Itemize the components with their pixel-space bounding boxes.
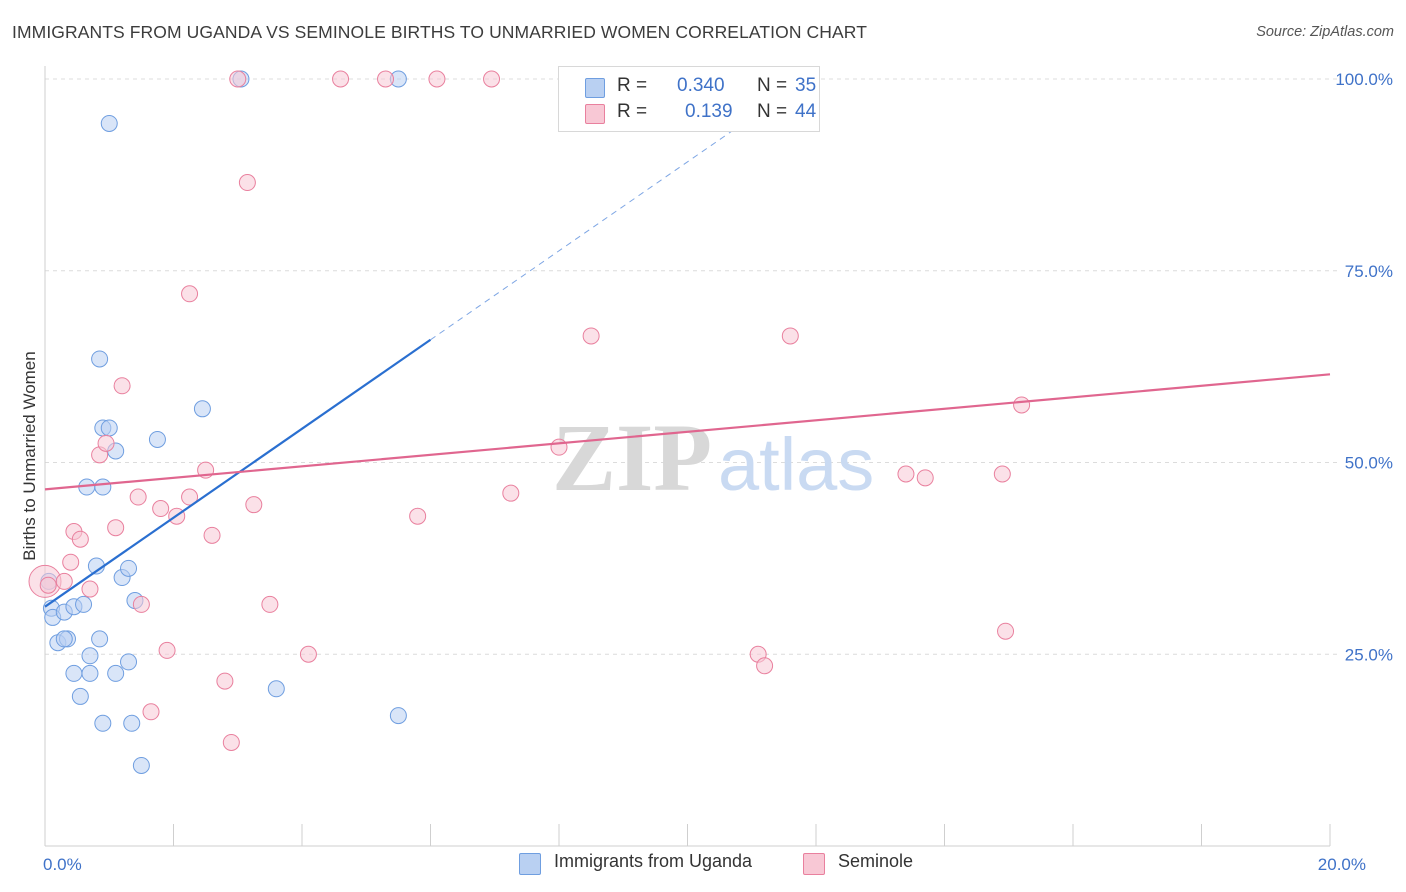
uganda-trend-extension bbox=[430, 85, 798, 341]
x-tick-label: 0.0% bbox=[43, 855, 82, 874]
seminole-point bbox=[97, 434, 115, 452]
legend-n-label: N = bbox=[757, 101, 788, 122]
seminole-point bbox=[71, 530, 89, 548]
uganda-point bbox=[81, 664, 99, 682]
correlation-legend: R = 0.340 N = 35 R = 0.139 N = 44 bbox=[558, 66, 820, 132]
seminole-point bbox=[582, 327, 600, 345]
bottom-legend-label-seminole: Seminole bbox=[838, 851, 914, 871]
uganda-point bbox=[389, 707, 407, 725]
uganda-point bbox=[193, 400, 211, 418]
seminole-point bbox=[550, 438, 568, 456]
uganda-point bbox=[91, 630, 109, 648]
seminole-point bbox=[299, 645, 317, 663]
seminole-point bbox=[129, 488, 147, 506]
legend-n-value: 44 bbox=[795, 101, 817, 122]
seminole-point bbox=[428, 70, 446, 88]
legend-r-label: R = bbox=[617, 101, 648, 122]
seminole-point bbox=[203, 526, 221, 544]
seminole-point bbox=[81, 580, 99, 598]
uganda-point bbox=[100, 419, 118, 437]
uganda-point bbox=[120, 653, 138, 671]
axes bbox=[44, 66, 1331, 847]
x-tick-label: 20.0% bbox=[1318, 855, 1366, 874]
legend-swatch-seminole bbox=[585, 104, 605, 124]
uganda-point bbox=[94, 478, 112, 496]
uganda-point bbox=[71, 687, 89, 705]
y-tick-label: 75.0% bbox=[1345, 262, 1393, 281]
seminole-trend-line bbox=[44, 373, 1331, 491]
seminole-point bbox=[997, 622, 1015, 640]
tick-labels: 25.0% 50.0% 75.0% 100.0% 0.0% 20.0% bbox=[43, 70, 1393, 874]
seminole-point bbox=[756, 657, 774, 675]
uganda-point bbox=[91, 350, 109, 368]
seminole-point bbox=[142, 703, 160, 721]
uganda-point bbox=[120, 559, 138, 577]
uganda-trend-line bbox=[44, 338, 432, 608]
trend-lines bbox=[44, 85, 1331, 608]
seminole-point bbox=[897, 465, 915, 483]
source-label: Source: ZipAtlas.com bbox=[1256, 24, 1394, 40]
uganda-point bbox=[267, 680, 285, 698]
seminole-point bbox=[216, 672, 234, 690]
seminole-point bbox=[1013, 396, 1031, 414]
seminole-point bbox=[39, 576, 57, 594]
watermark: ZIP atlas bbox=[552, 404, 874, 511]
seminole-point bbox=[62, 553, 80, 571]
bottom-legend-swatch-seminole bbox=[803, 853, 825, 875]
seminole-point bbox=[245, 496, 263, 514]
y-tick-label: 25.0% bbox=[1345, 645, 1393, 664]
seminole-point bbox=[238, 174, 256, 192]
uganda-point bbox=[148, 430, 166, 448]
seminole-point bbox=[993, 465, 1011, 483]
uganda-point bbox=[123, 714, 141, 732]
chart-title: IMMIGRANTS FROM UGANDA VS SEMINOLE BIRTH… bbox=[12, 22, 868, 42]
seminole-point bbox=[132, 595, 150, 613]
seminole-point bbox=[377, 70, 395, 88]
y-axis-label: Births to Unmarried Women bbox=[20, 351, 39, 560]
seminole-point bbox=[502, 484, 520, 502]
gridlines bbox=[45, 78, 1340, 655]
y-tick-label: 100.0% bbox=[1335, 70, 1393, 89]
uganda-point bbox=[100, 114, 118, 132]
seminole-point bbox=[332, 70, 350, 88]
seminole-point bbox=[483, 70, 501, 88]
y-tick-label: 50.0% bbox=[1345, 454, 1393, 473]
uganda-point bbox=[55, 630, 73, 648]
uganda-point bbox=[75, 595, 93, 613]
seminole-point bbox=[781, 327, 799, 345]
seminole-point bbox=[222, 733, 240, 751]
legend-r-label: R = bbox=[617, 75, 648, 96]
seminole-point bbox=[181, 285, 199, 303]
bottom-legend-label-uganda: Immigrants from Uganda bbox=[554, 851, 753, 871]
seminole-point bbox=[107, 519, 125, 537]
seminole-point bbox=[55, 572, 73, 590]
watermark-atlas: atlas bbox=[718, 423, 874, 506]
seminole-point bbox=[152, 500, 170, 518]
uganda-point bbox=[107, 664, 125, 682]
seminole-point bbox=[113, 377, 131, 395]
uganda-point bbox=[65, 664, 83, 682]
seminole-point bbox=[229, 70, 247, 88]
watermark-zip: ZIP bbox=[552, 404, 712, 511]
uganda-point bbox=[81, 647, 99, 665]
seminole-point bbox=[181, 488, 199, 506]
uganda-point bbox=[94, 714, 112, 732]
seminole-point bbox=[409, 507, 427, 525]
legend-r-value: 0.139 bbox=[685, 101, 733, 122]
legend-r-value: 0.340 bbox=[677, 75, 725, 96]
data-points bbox=[28, 70, 1031, 774]
legend-n-value: 35 bbox=[795, 75, 817, 96]
seminole-point bbox=[916, 469, 934, 487]
seminole-point bbox=[158, 641, 176, 659]
uganda-point bbox=[132, 756, 150, 774]
legend-n-label: N = bbox=[757, 75, 788, 96]
bottom-legend-swatch-uganda bbox=[519, 853, 541, 875]
seminole-point bbox=[261, 595, 279, 613]
legend-swatch-uganda bbox=[585, 78, 605, 98]
